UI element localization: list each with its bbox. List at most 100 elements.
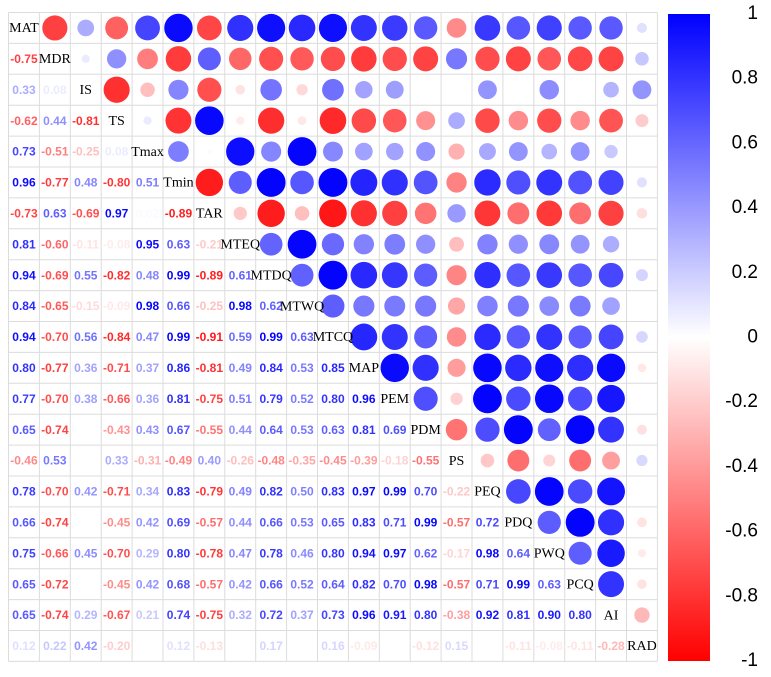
correlation-circle [474, 323, 501, 351]
correlation-circle [350, 14, 377, 41]
correlation-label: 0.82 [259, 485, 283, 499]
correlation-circle [537, 47, 562, 71]
correlation-circle [448, 143, 465, 160]
correlation-label: -0.31 [134, 454, 162, 468]
correlation-label: 0.69 [167, 516, 191, 530]
correlation-circle [382, 15, 408, 41]
correlation-circle [472, 384, 502, 414]
correlation-label: -0.45 [103, 577, 131, 591]
correlation-label: -0.57 [196, 516, 224, 530]
correlation-circle [534, 384, 564, 414]
correlation-circle [195, 106, 224, 135]
correlation-label: -0.12 [412, 639, 440, 653]
correlation-circle [260, 78, 282, 101]
correlation-label: -0.20 [103, 639, 131, 653]
correlation-circle [602, 236, 620, 253]
correlation-label: -0.84 [103, 330, 131, 344]
correlation-circle [477, 295, 498, 317]
correlation-circle [135, 15, 160, 41]
correlation-circle [474, 15, 501, 41]
variable-label: MTEQ [220, 237, 260, 252]
correlation-label: -0.39 [350, 454, 378, 468]
correlation-label: 0.42 [136, 577, 160, 591]
correlation-label: 0.95 [136, 237, 160, 251]
correlation-circle [569, 449, 592, 472]
correlation-label: 0.43 [136, 423, 160, 437]
correlation-circle [506, 170, 531, 195]
correlation-label: -0.45 [103, 516, 131, 530]
correlation-label: 0.80 [167, 546, 191, 560]
correlation-circle [635, 269, 648, 282]
correlation-label: 0.49 [229, 361, 253, 375]
correlation-circle [508, 142, 528, 161]
correlation-label: 0.81 [167, 392, 191, 406]
correlation-circle [318, 13, 348, 43]
correlation-circle [412, 354, 439, 381]
variable-label: MTCQ [313, 330, 353, 345]
correlation-circle [414, 325, 438, 349]
correlation-circle [350, 168, 378, 196]
correlation-label: -0.11 [505, 639, 532, 653]
correlation-circle [598, 169, 624, 195]
correlation-label: 0.98 [136, 299, 160, 313]
correlation-circle [288, 14, 316, 42]
correlation-circle [294, 206, 310, 221]
correlation-circle [382, 108, 407, 133]
correlation-circle [539, 234, 560, 255]
correlation-label: 0.83 [352, 516, 376, 530]
correlation-label: 0.69 [383, 423, 407, 437]
correlation-label: -0.51 [41, 145, 69, 159]
correlation-label: -0.80 [103, 176, 131, 190]
correlation-circle [414, 263, 438, 287]
correlation-circle [413, 170, 438, 195]
correlation-circle [318, 167, 348, 197]
correlation-circle [635, 52, 649, 66]
correlation-circle [235, 84, 246, 95]
correlation-circle [382, 200, 408, 226]
correlation-label: 0.79 [259, 392, 283, 406]
correlation-circle [197, 77, 222, 102]
correlation-circle [416, 234, 436, 254]
correlation-circle [636, 454, 648, 467]
correlation-label: 0.02 [136, 207, 160, 221]
correlation-label: 0.53 [290, 361, 314, 375]
correlation-circle [384, 233, 406, 255]
correlation-circle [446, 18, 467, 38]
correlation-label: 0.33 [12, 83, 36, 97]
correlation-circle [568, 16, 592, 40]
correlation-label: 0.46 [290, 546, 314, 560]
correlation-circle [637, 579, 647, 589]
correlation-circle [569, 295, 591, 317]
correlation-label: 0.62 [259, 299, 283, 313]
correlation-label: 0.08 [105, 145, 129, 159]
correlation-label: 0.96 [352, 392, 376, 406]
variable-label: TS [108, 114, 124, 129]
correlation-circle [570, 234, 590, 254]
correlation-circle [565, 415, 595, 445]
correlation-circle [507, 295, 529, 317]
correlation-label: 0.80 [414, 608, 438, 622]
correlation-label: -0.69 [72, 207, 100, 221]
correlation-circle [570, 142, 590, 161]
correlation-circle [381, 169, 408, 196]
correlation-label: 0.67 [167, 423, 191, 437]
correlation-label: 0.99 [259, 330, 283, 344]
correlation-label: 0.42 [74, 485, 98, 499]
correlation-label: 0.63 [321, 423, 345, 437]
correlation-circle [477, 234, 498, 255]
correlation-label: 0.15 [445, 639, 469, 653]
correlation-label: 0.86 [167, 361, 191, 375]
correlation-circle [236, 116, 245, 125]
correlation-label: 0.92 [476, 608, 500, 622]
correlation-circle [259, 46, 284, 71]
correlation-circle [319, 107, 347, 134]
correlation-circle [321, 233, 345, 256]
correlation-label: 0.32 [229, 608, 253, 622]
correlation-circle [569, 202, 592, 225]
correlation-label: 0.98 [414, 577, 438, 591]
correlation-label: 0.51 [229, 392, 253, 406]
correlation-circle [322, 141, 343, 162]
correlation-label: 0.44 [43, 114, 67, 128]
correlation-circle [322, 78, 344, 101]
colorbar-tick-label: 0 [747, 327, 758, 348]
